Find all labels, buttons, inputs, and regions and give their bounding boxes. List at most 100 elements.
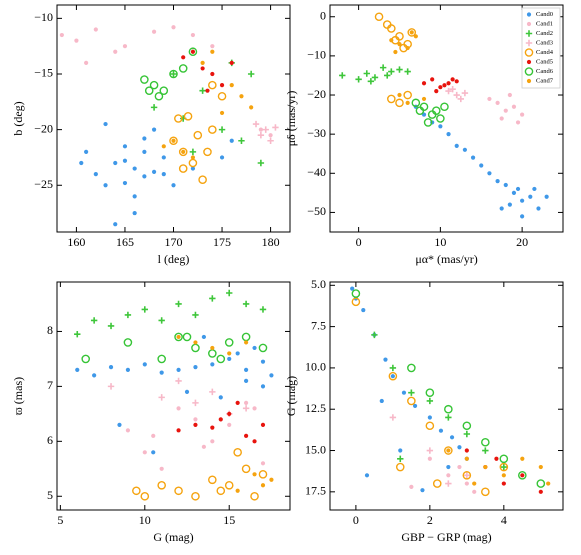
x-tick-label: 5 bbox=[57, 513, 63, 527]
ring-point bbox=[374, 12, 384, 22]
ring-point bbox=[169, 69, 178, 79]
dot-point bbox=[487, 96, 492, 102]
dot-point bbox=[427, 415, 432, 420]
ring-point bbox=[258, 469, 268, 479]
ring-point bbox=[203, 147, 212, 157]
dot-point bbox=[117, 422, 122, 427]
ring-point bbox=[444, 404, 453, 414]
ring-point bbox=[188, 47, 198, 57]
ring-point bbox=[174, 486, 183, 496]
axes-frame bbox=[56, 281, 291, 511]
dot-point bbox=[393, 49, 398, 55]
dot-point bbox=[260, 384, 266, 389]
dot-point bbox=[383, 357, 388, 362]
dot-point bbox=[210, 71, 215, 77]
dot-point bbox=[184, 389, 190, 394]
dot-point bbox=[457, 445, 462, 450]
dot-point bbox=[260, 461, 266, 466]
ring-point bbox=[432, 479, 442, 488]
dot-point bbox=[438, 428, 444, 433]
y-tick-label: −15 bbox=[34, 66, 53, 80]
dot-point bbox=[235, 488, 240, 493]
points bbox=[74, 289, 274, 501]
dot-point bbox=[93, 27, 98, 32]
legend-box bbox=[521, 7, 561, 89]
plus-point bbox=[500, 463, 508, 471]
plus-point bbox=[209, 388, 216, 396]
dot-point bbox=[457, 464, 462, 470]
dot-point bbox=[108, 365, 114, 370]
plus-point bbox=[384, 72, 391, 79]
dot-point bbox=[200, 66, 205, 71]
plus-point bbox=[449, 85, 456, 93]
dot-point bbox=[229, 83, 234, 88]
ring-point bbox=[407, 396, 416, 406]
y-tick-label: 5.0 bbox=[311, 277, 326, 291]
dot-point bbox=[412, 403, 418, 409]
legend-label: Cand3 bbox=[536, 39, 553, 46]
plus-point bbox=[158, 394, 165, 401]
plus-point bbox=[339, 72, 346, 79]
ring-point bbox=[481, 437, 490, 447]
legend-label: Cand5 bbox=[536, 58, 553, 65]
ring-point bbox=[440, 102, 449, 112]
dot-point bbox=[122, 144, 128, 149]
ring-point bbox=[481, 487, 490, 497]
dot-point bbox=[421, 81, 427, 86]
dot-point bbox=[438, 124, 443, 129]
legend-label: Cand0 bbox=[536, 11, 553, 18]
dot-point bbox=[420, 488, 425, 493]
dot-point bbox=[520, 456, 525, 461]
plus-point bbox=[445, 414, 452, 421]
points bbox=[59, 25, 279, 227]
plus-point bbox=[242, 300, 250, 308]
legend-label: Cand4 bbox=[536, 49, 554, 56]
ring-point bbox=[169, 136, 178, 146]
ring-point bbox=[403, 90, 412, 100]
ring-point bbox=[395, 462, 405, 472]
ring-point bbox=[407, 28, 417, 37]
dot-point bbox=[176, 367, 181, 373]
ring-point bbox=[250, 491, 259, 501]
plus-point bbox=[404, 68, 411, 75]
dot-point bbox=[201, 444, 206, 449]
ring-point bbox=[425, 421, 435, 431]
dot-point bbox=[59, 32, 64, 38]
dot-point bbox=[446, 448, 451, 453]
y-tick-label: −10 bbox=[34, 10, 53, 24]
ring-point bbox=[182, 332, 192, 342]
dot-point bbox=[446, 132, 451, 137]
ring-point bbox=[174, 332, 183, 342]
ring-point bbox=[208, 125, 217, 134]
dot-point bbox=[181, 149, 186, 154]
plus-point bbox=[124, 311, 132, 319]
dot-point bbox=[235, 400, 240, 405]
dot-point bbox=[142, 136, 147, 141]
legend-marker bbox=[526, 12, 532, 17]
dot-point bbox=[92, 373, 97, 378]
dot-point bbox=[398, 448, 403, 453]
dot-point bbox=[113, 160, 118, 166]
x-axis-label: G (mag) bbox=[153, 530, 193, 544]
dot-point bbox=[520, 198, 525, 203]
dot-point bbox=[405, 45, 410, 51]
y-tick-label: −25 bbox=[34, 177, 53, 191]
ring-point bbox=[123, 338, 133, 347]
x-tick-label: 175 bbox=[213, 235, 231, 249]
dot-point bbox=[244, 367, 249, 373]
dot-point bbox=[181, 55, 186, 60]
panel: 5 10 15 5 6 7 8 G (mag) ϖ (mas) bbox=[11, 281, 291, 544]
legend-marker bbox=[524, 67, 534, 76]
dot-point bbox=[171, 25, 176, 30]
dot-point bbox=[239, 94, 244, 99]
dot-point bbox=[132, 166, 137, 171]
ring-point bbox=[178, 147, 188, 157]
ring-point bbox=[159, 86, 169, 95]
y-tick-label: −20 bbox=[34, 121, 53, 135]
ring-point bbox=[395, 98, 404, 108]
dot-point bbox=[421, 96, 427, 102]
dot-point bbox=[171, 138, 176, 143]
dot-point bbox=[501, 473, 506, 478]
ring-point bbox=[132, 486, 141, 496]
x-tick-label: 10 bbox=[139, 513, 151, 527]
